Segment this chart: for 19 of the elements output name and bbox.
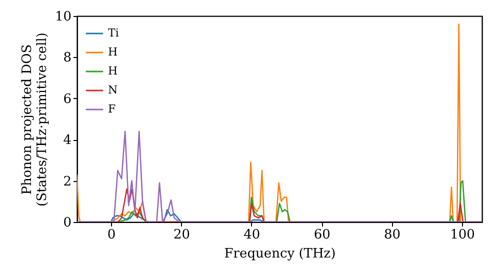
x-tick-label: 60 (314, 228, 330, 242)
legend-label: Ti (108, 26, 120, 40)
legend-label: N (108, 84, 118, 96)
x-axis-title: Frequency (THz) (224, 246, 336, 262)
y-tick-label: 6 (63, 92, 72, 107)
y-tick-label: 2 (63, 174, 72, 190)
legend-label: F (108, 102, 116, 116)
legend-label: H (108, 46, 118, 58)
x-tick-label: 40 (244, 228, 260, 242)
y-tick-label: 4 (63, 133, 72, 148)
x-tick-label: 0 (107, 228, 116, 242)
x-tick-label: 80 (384, 228, 401, 242)
x-tick-label: 100 (450, 228, 475, 242)
y-axis-title: Phonon projected DOS (States/THz·primitive cell) (20, 32, 50, 207)
y-tick-label: 8 (63, 50, 72, 66)
legend-label: H (108, 64, 118, 78)
y-tick-label: 10 (54, 10, 72, 24)
y-tick-label: 0 (63, 216, 72, 230)
x-tick-label: 20 (173, 228, 190, 242)
